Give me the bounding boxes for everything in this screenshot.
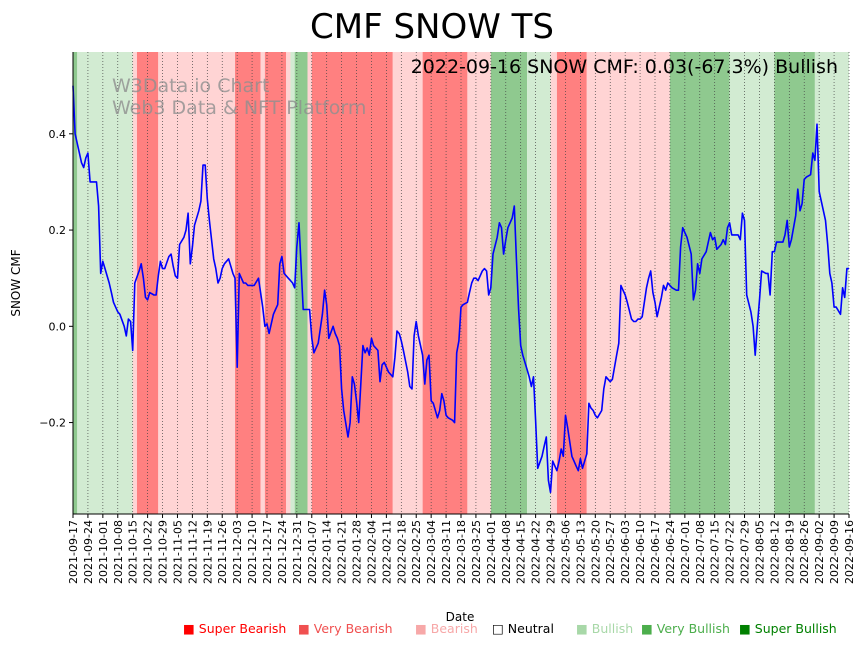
band-very-bearish <box>422 52 468 514</box>
band-bearish <box>307 52 312 514</box>
legend-item: ■ Super Bullish <box>739 621 837 636</box>
band-bearish <box>586 52 670 514</box>
x-tick-label: 2022-08-05 <box>754 520 767 584</box>
x-tick-label: 2022-05-13 <box>574 520 587 584</box>
y-tick-label: −0.2 <box>39 417 66 430</box>
x-grid <box>72 52 850 514</box>
band-very-bearish <box>311 52 393 514</box>
x-tick-label: 2022-06-10 <box>634 520 647 584</box>
band-bearish <box>260 52 265 514</box>
x-tick-label: 2022-07-15 <box>709 520 722 584</box>
x-tick-label: 2021-10-22 <box>142 520 155 584</box>
x-tick-label: 2022-04-15 <box>515 520 528 584</box>
y-tick-label: 0.2 <box>49 224 67 237</box>
band-very-bullish <box>774 52 815 514</box>
band-bearish <box>158 52 236 514</box>
band-very-bullish <box>490 52 528 514</box>
legend: ■ Super Bearish ■ Very Bearish ■ Bearish □ … <box>183 621 837 636</box>
x-tick-label: 2022-07-29 <box>739 520 752 584</box>
band-very-bullish <box>73 52 78 514</box>
x-tick-label: 2022-02-04 <box>366 520 379 584</box>
legend-item: ■ Super Bearish <box>183 621 286 636</box>
x-tick-label: 2022-08-12 <box>768 520 781 584</box>
line-layer <box>72 85 849 494</box>
x-tick-label: 2022-01-21 <box>336 520 349 584</box>
legend-item: ■ Bullish <box>576 621 633 636</box>
x-tick-label: 2022-09-09 <box>828 520 841 584</box>
x-tick-label: 2021-09-24 <box>82 520 95 584</box>
band-bullish <box>729 52 775 514</box>
x-tick-label: 2022-01-14 <box>321 520 334 584</box>
x-tick-label: 2022-02-25 <box>410 520 423 584</box>
x-tick-label: 2022-09-16 <box>843 520 856 584</box>
legend-item: ■ Very Bearish <box>298 621 393 636</box>
y-tick-label: 0.0 <box>49 320 67 333</box>
x-tick-label: 2022-02-18 <box>395 520 408 584</box>
x-tick-label: 2022-04-08 <box>500 520 513 584</box>
x-tick-label: 2022-05-20 <box>589 520 602 584</box>
x-tick-label: 2022-03-04 <box>425 520 438 584</box>
y-tick-label: 0.4 <box>49 128 67 141</box>
x-tick-label: 2021-10-29 <box>157 520 170 584</box>
band-bearish <box>392 52 423 514</box>
x-tick-label: 2022-04-01 <box>485 520 498 584</box>
legend-item: ■ Bearish <box>415 621 478 636</box>
x-tick-label: 2022-06-24 <box>664 520 677 584</box>
x-tick-label: 2021-11-26 <box>216 520 229 584</box>
x-tick-label: 2022-07-08 <box>694 520 707 584</box>
x-tick-label: 2022-04-29 <box>545 520 558 584</box>
cmf-line <box>72 85 849 494</box>
x-tick-label: 2021-09-17 <box>67 520 80 584</box>
x-tick-label: 2022-05-06 <box>560 520 573 584</box>
band-bearish <box>467 52 491 514</box>
x-tick-label: 2022-08-26 <box>798 520 811 584</box>
x-tick-label: 2021-10-01 <box>97 520 110 584</box>
x-tick-label: 2022-08-19 <box>783 520 796 584</box>
band-bearish <box>550 52 557 514</box>
x-tick-label: 2022-03-11 <box>440 520 453 584</box>
x-tick-label: 2021-12-03 <box>231 520 244 584</box>
x-tick-label: 2022-01-07 <box>306 520 319 584</box>
x-tick-label: 2021-12-17 <box>261 520 274 584</box>
x-tick-label: 2021-10-08 <box>112 520 125 584</box>
x-tick-label: 2022-07-22 <box>724 520 737 584</box>
x-tick-label: 2022-03-25 <box>470 520 483 584</box>
band-bullish <box>77 52 133 514</box>
band-bearish <box>286 52 291 514</box>
x-tick-label: 2022-04-22 <box>530 520 543 584</box>
band-bullish <box>527 52 551 514</box>
band-very-bearish <box>264 52 287 514</box>
watermark-line-1: W3Data.io Chart <box>112 75 269 97</box>
x-tick-label: 2022-03-18 <box>455 520 468 584</box>
x-tick-label: 2022-02-11 <box>380 520 393 584</box>
x-tick-label: 2022-06-17 <box>649 520 662 584</box>
y-axis-label: SNOW CMF <box>9 249 23 316</box>
x-tick-label: 2021-12-31 <box>291 520 304 584</box>
watermark: W3Data.io Chart Web3 Data & NFT Platform <box>112 75 366 119</box>
x-tick-label: 2021-11-12 <box>186 520 199 584</box>
x-tick-label: 2022-05-27 <box>604 520 617 584</box>
chart-title: CMF SNOW TS <box>310 7 554 47</box>
x-tick-label: 2022-09-02 <box>813 520 826 584</box>
chart-subtitle: 2022-09-16 SNOW CMF: 0.03(-67.3%) Bullis… <box>411 56 838 78</box>
x-axis-label: Date <box>446 610 475 624</box>
x-tick-label: 2021-12-10 <box>246 520 259 584</box>
band-very-bullish <box>294 52 308 514</box>
watermark-line-2: Web3 Data & NFT Platform <box>112 97 366 119</box>
x-tick-label: 2021-12-24 <box>276 520 289 584</box>
x-tick-label: 2021-11-19 <box>201 520 214 584</box>
band-very-bearish <box>556 52 587 514</box>
x-tick-label: 2021-10-15 <box>127 520 140 584</box>
x-tick-label: 2022-06-03 <box>619 520 632 584</box>
x-tick-label: 2022-01-28 <box>351 520 364 584</box>
x-tick-label: 2021-11-05 <box>172 520 185 584</box>
legend-item: □ Neutral <box>492 621 554 636</box>
x-tick-label: 2022-07-01 <box>679 520 692 584</box>
legend-item: ■ Very Bullish <box>641 621 730 636</box>
